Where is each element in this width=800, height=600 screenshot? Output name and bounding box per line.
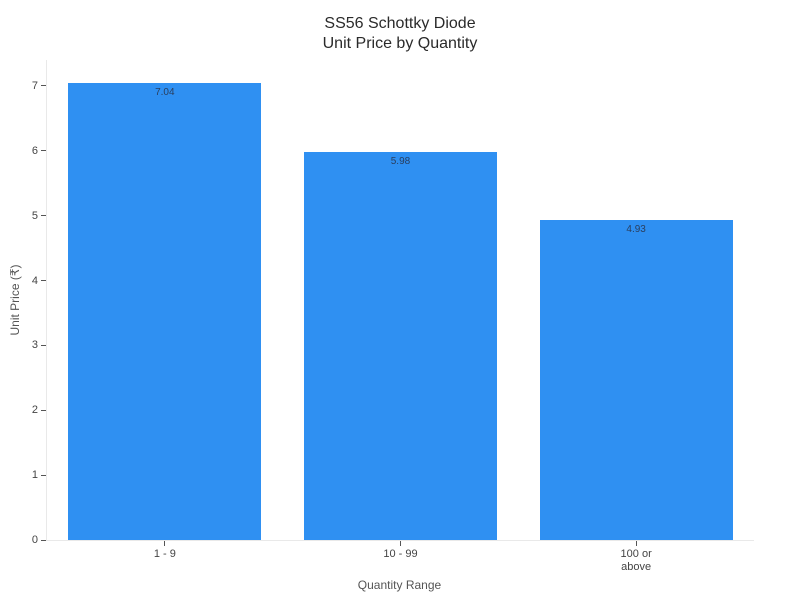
plot-area: 0 1 2 3 4 5 6 7 7.04 1 - 9 5.98 10 - 99 4.93 100 or a… (32, 60, 754, 573)
bar-1 - 9[interactable] (68, 83, 262, 540)
x-axis-title: Quantity Range (357, 578, 442, 592)
y-axis-tick-label: 3 (31, 339, 38, 352)
y-axis-tick-label: 5 (31, 209, 38, 222)
y-axis-tick-label: 6 (31, 144, 38, 157)
y-axis-tick (41, 215, 46, 217)
bar-value-label: 4.93 (626, 224, 646, 236)
bar-value-label: 7.04 (155, 87, 175, 99)
y-axis-tick-label: 2 (31, 404, 38, 417)
y-axis-title: Unit Price (₹) (8, 264, 22, 336)
y-axis-tick (41, 150, 46, 152)
chart-title-line2: Unit Price by Quantity (322, 35, 478, 52)
chart-title-line1: SS56 Schottky Diode (324, 15, 476, 32)
x-axis-category-label: 1 - 9 (153, 548, 176, 560)
y-axis-tick-label: 1 (31, 469, 38, 482)
x-axis-tick (635, 541, 637, 546)
y-axis-tick-label: 7 (31, 79, 38, 92)
y-axis-tick (41, 409, 46, 411)
y-axis-tick-label: 4 (31, 274, 38, 287)
y-axis-tick-label: 0 (31, 534, 38, 546)
y-axis-tick (41, 344, 46, 346)
bar-10 - 99[interactable] (303, 152, 498, 540)
y-axis-tick (41, 474, 46, 476)
y-axis-tick (41, 539, 46, 541)
x-axis-category-label: 100 or above (620, 548, 652, 573)
x-axis-tick (164, 541, 166, 546)
y-axis-tick (41, 280, 46, 282)
x-axis-category-label: 10 - 99 (383, 548, 418, 560)
x-axis-tick (400, 541, 401, 546)
y-axis-tick (41, 85, 46, 87)
chart-title: SS56 Schottky Diode Unit Price by Quanti… (0, 14, 800, 54)
bar-100 or above[interactable] (539, 220, 733, 540)
bar-value-label: 5.98 (390, 156, 411, 168)
